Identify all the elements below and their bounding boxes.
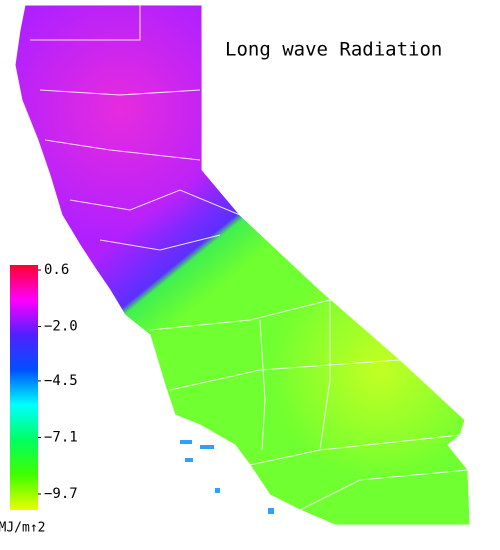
colorbar-tick-label: −7.1 — [44, 429, 78, 445]
colorbar — [10, 265, 38, 510]
colorbar-tick-label: −9.7 — [44, 486, 78, 502]
state-shape — [14, 4, 471, 526]
colorbar-unit: MJ/m↑2 — [0, 521, 45, 536]
islands — [180, 440, 274, 514]
colorbar-tick-label: 0.6 — [44, 262, 69, 278]
colorbar-tick-label: −2.0 — [44, 319, 78, 335]
colorbar-tick-label: −4.5 — [44, 373, 78, 389]
map-title: Long wave Radiation — [225, 39, 442, 61]
